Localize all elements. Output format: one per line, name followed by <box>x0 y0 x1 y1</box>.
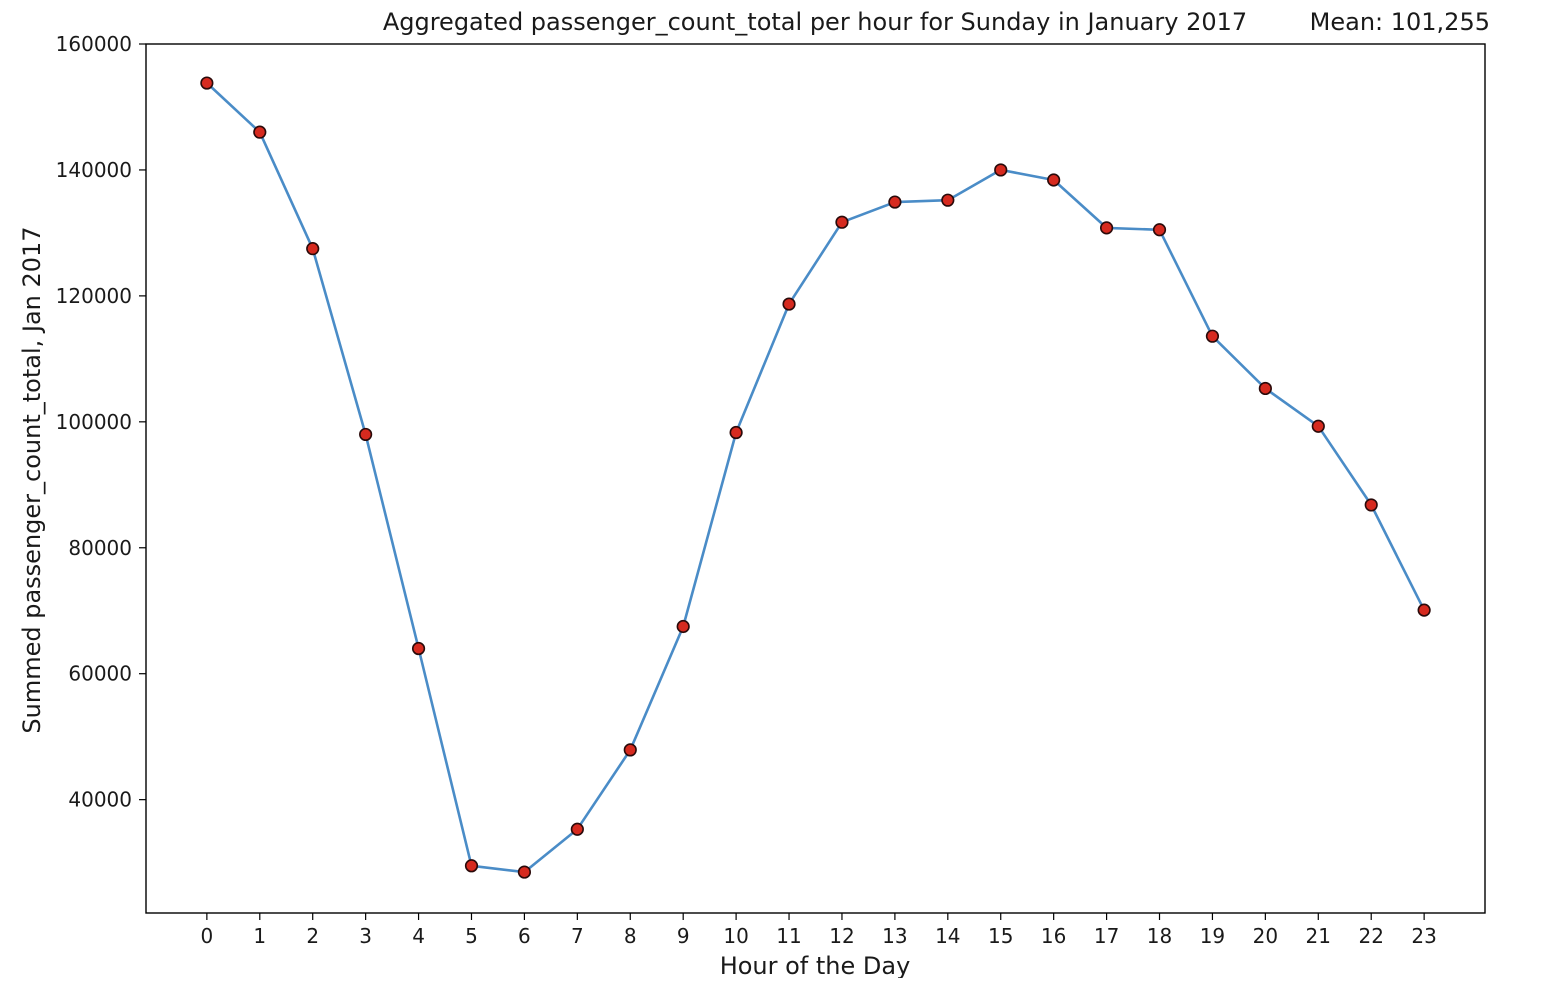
mean-annotation: Mean: 101,255 <box>1310 8 1490 36</box>
data-point <box>306 242 320 256</box>
x-tick-label: 15 <box>988 924 1013 948</box>
x-tick-label: 4 <box>412 924 425 948</box>
data-point <box>1047 173 1061 187</box>
data-point <box>676 619 690 634</box>
x-tick-label: 20 <box>1253 924 1278 948</box>
data-point <box>941 193 955 207</box>
x-tick-label: 14 <box>935 924 960 948</box>
data-point <box>570 822 584 836</box>
data-point <box>1205 329 1220 343</box>
data-point <box>359 427 373 442</box>
chart-title: Aggregated passenger_count_total per hou… <box>383 8 1247 36</box>
data-point <box>782 297 796 311</box>
plot-frame <box>145 43 1486 914</box>
y-tick-label: 60000 <box>68 662 132 686</box>
y-tick-label: 100000 <box>56 410 132 434</box>
x-tick-label: 2 <box>306 924 319 948</box>
plot-area: 40000 60000 80000 100000 120000 140000 160000 0… <box>56 32 1486 948</box>
x-tick-label: 13 <box>882 924 907 948</box>
x-axis-label: Hour of the Day <box>720 952 911 978</box>
x-tick-label: 19 <box>1200 924 1225 948</box>
y-axis-label: Summed passenger_count_total, Jan 2017 <box>18 226 46 733</box>
x-tick-label: 0 <box>200 924 213 948</box>
data-point <box>623 743 637 757</box>
series-line <box>206 82 1426 874</box>
data-point <box>835 215 849 229</box>
x-tick-label: 5 <box>465 924 478 948</box>
data-point <box>1152 223 1167 237</box>
data-point <box>1099 221 1114 235</box>
data-point <box>888 195 902 209</box>
data-point <box>200 76 214 90</box>
data-point <box>517 865 532 879</box>
y-tick-label: 160000 <box>56 32 132 56</box>
data-point <box>411 641 426 656</box>
y-tick-label: 80000 <box>68 536 132 560</box>
x-tick-label: 12 <box>829 924 854 948</box>
y-tick-label: 140000 <box>56 158 132 182</box>
data-point <box>994 163 1008 177</box>
x-tick-label: 16 <box>1041 924 1066 948</box>
x-tick-label: 1 <box>253 924 266 948</box>
x-tick-label: 21 <box>1306 924 1331 948</box>
x-tick-label: 9 <box>677 924 690 948</box>
data-point <box>1417 603 1431 617</box>
data-point <box>729 425 743 440</box>
x-tick-label: 7 <box>571 924 584 948</box>
y-tick-label: 120000 <box>56 284 132 308</box>
data-point <box>253 125 267 139</box>
x-tick-label: 23 <box>1411 924 1436 948</box>
data-point <box>464 859 479 873</box>
x-tick-label: 11 <box>776 924 801 948</box>
x-tick-label: 3 <box>359 924 372 948</box>
x-tick-label: 6 <box>518 924 531 948</box>
x-tick-label: 10 <box>723 924 748 948</box>
data-point <box>1311 419 1325 433</box>
x-tick-label: 18 <box>1147 924 1172 948</box>
x-tick-label: 8 <box>624 924 637 948</box>
x-tick-label: 22 <box>1358 924 1383 948</box>
data-point <box>1364 498 1378 512</box>
x-tick-label: 17 <box>1094 924 1119 948</box>
y-tick-label: 40000 <box>68 788 132 812</box>
data-point <box>1258 381 1272 396</box>
